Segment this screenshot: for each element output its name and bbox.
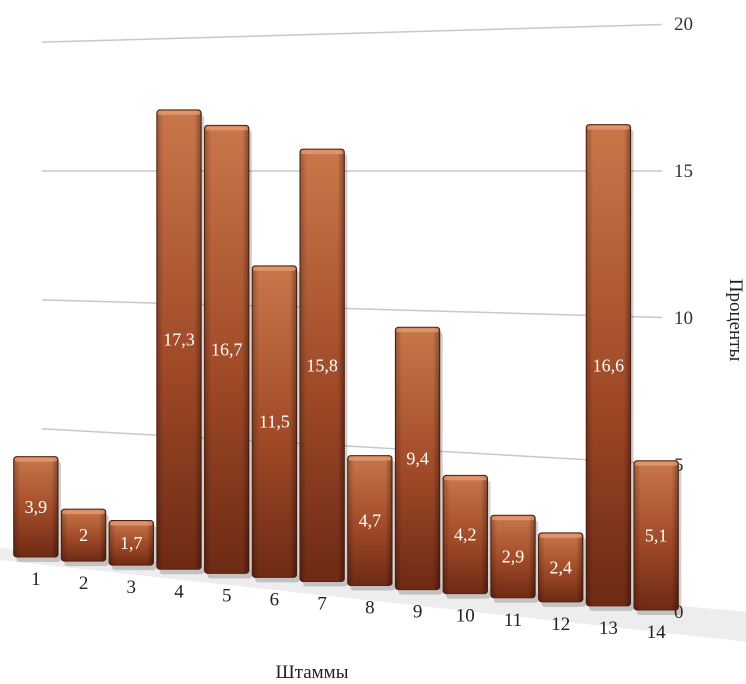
x-tick-label: 2 [79,573,89,594]
data-labels: 3,9 2 1,7 17,3 16,7 11,5 15,8 4,7 9,4 4,2 2,9 2,4 16… [25,330,668,578]
bar-top-highlight [253,266,296,271]
data-label: 2 [79,525,88,545]
data-label: 5,1 [645,525,668,545]
data-label: 16,7 [211,339,243,359]
data-label: 4,2 [454,525,477,545]
data-label: 4,7 [359,511,382,531]
data-label: 2,4 [549,557,572,577]
bar-side-shade [633,460,679,610]
bar-top-highlight [444,476,487,481]
bar-side-shade [586,124,631,606]
bar-top-highlight [110,521,153,526]
y-tick-label: 10 [674,308,693,329]
floor-shadow [0,547,746,642]
data-label: 9,4 [406,448,429,468]
x-tick-label: 10 [456,606,475,627]
x-tick-label: 8 [365,598,375,619]
bar-top-highlight [539,533,582,538]
x-tick-label: 11 [504,610,522,631]
bar-side-shade [61,509,106,562]
x-tick-label: 6 [270,589,280,610]
bar-side-shade [252,265,297,578]
x-axis-categories: 1 2 3 4 5 6 7 8 9 10 11 12 13 14 [31,569,666,643]
bar-top-highlight [587,125,630,130]
bar-side-shade [156,109,202,570]
y-tick-label: 0 [674,602,684,623]
bars [13,109,682,615]
gridline [41,299,663,319]
y-axis-title: Проценты [725,279,746,362]
y-tick-label: 20 [674,14,693,35]
bar-side-shade [395,327,440,590]
x-axis-title: Штаммы [276,662,349,683]
data-label: 1,7 [120,533,143,553]
x-tick-label: 7 [317,593,327,614]
x-tick-label: 9 [413,602,423,623]
x-tick-label: 12 [551,614,570,635]
bar-top-highlight [157,110,201,115]
data-label: 11,5 [259,412,290,432]
data-label: 17,3 [163,330,195,350]
bar-top-highlight [634,461,678,466]
bar-side-shade [109,520,154,566]
bar-top-highlight [491,516,535,521]
data-label: 3,9 [25,497,48,517]
bar-side-shade [204,125,249,574]
bar-top-highlight [14,457,58,462]
bar-side-shade [13,456,59,558]
bar-top-highlight [396,328,439,333]
bar-side-shade [299,149,345,582]
gridline [41,23,663,43]
x-tick-label: 3 [127,577,137,598]
bar-top-highlight [62,510,105,515]
gridlines [0,23,746,642]
bar-side-shade [538,532,583,602]
gridline [41,427,663,465]
x-tick-label: 4 [174,581,184,602]
y-tick-label: 15 [674,161,693,182]
bar-side-shade [443,475,488,594]
x-tick-label: 1 [31,569,41,590]
bar-top-highlight [348,456,392,461]
x-tick-label: 5 [222,585,232,606]
x-tick-label: 13 [599,618,618,639]
bar-top-highlight [205,126,248,131]
bar-side-shade [347,455,393,586]
bar-top-highlight [300,150,344,155]
data-label: 16,6 [593,355,625,375]
data-label: 15,8 [306,355,338,375]
x-tick-label: 14 [647,622,667,643]
data-label: 2,9 [502,546,525,566]
bar-side-shade [490,515,536,598]
